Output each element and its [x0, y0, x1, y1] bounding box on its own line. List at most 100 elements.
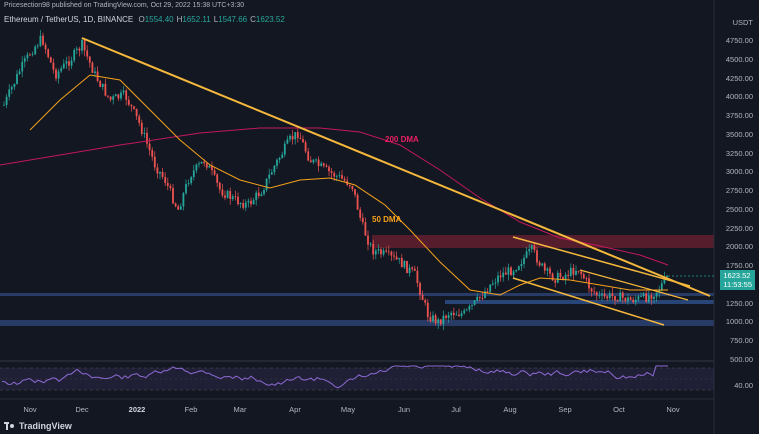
candle-body: [29, 54, 31, 56]
ohlc-key: C: [250, 15, 256, 24]
candle-body: [213, 170, 216, 175]
candle-body: [133, 106, 135, 109]
candle-body: [68, 61, 70, 66]
candle-body: [406, 260, 408, 274]
symbol-legend[interactable]: Ethereum / TetherUS, 1D, BINANCE O1554.4…: [4, 15, 285, 24]
candle-body: [367, 235, 369, 245]
candle-body: [551, 273, 554, 281]
candle-body: [411, 267, 414, 269]
candle-body: [104, 83, 107, 96]
candle-body: [49, 57, 52, 63]
descending-trendline: [81, 37, 711, 297]
candle-body: [81, 40, 83, 51]
support-zone-lower: [0, 320, 714, 326]
candle-body: [484, 291, 486, 298]
ohlc-value: 1623.52: [255, 15, 285, 24]
candle-body: [278, 158, 281, 160]
candle-body: [549, 268, 551, 274]
bar-countdown: 11:53:55: [723, 280, 752, 289]
candle-body: [525, 251, 528, 258]
candle-body: [416, 270, 419, 284]
candle-body: [606, 296, 609, 299]
ma50-label: 50 DMA: [372, 215, 402, 224]
candle-body: [224, 195, 226, 198]
candle-body: [437, 319, 440, 324]
candle-body: [582, 274, 585, 279]
candle-body: [211, 166, 213, 171]
candle-body: [660, 283, 663, 291]
price-tick: 4250.00: [725, 73, 753, 83]
candle-body: [562, 277, 564, 280]
candle-body: [364, 222, 367, 236]
candle-body: [361, 217, 364, 223]
candle-body: [624, 297, 627, 302]
candle-body: [101, 83, 104, 87]
candle-body: [460, 313, 463, 317]
candle-body: [21, 61, 24, 72]
price-tick: 4750.00: [725, 36, 753, 45]
ohlc-key: H: [176, 15, 183, 24]
candle-body: [192, 170, 195, 178]
candle-body: [322, 163, 325, 166]
candle-body: [203, 161, 206, 164]
candle-body: [143, 132, 146, 134]
flag-line: [579, 269, 689, 301]
candle-body: [47, 49, 50, 58]
candle-body: [114, 94, 117, 97]
time-tick: Aug: [503, 405, 517, 414]
candle-body: [541, 263, 544, 266]
time-tick: Feb: [184, 405, 198, 414]
candle-body: [647, 295, 650, 302]
candle-body: [229, 190, 232, 200]
candle-body: [299, 138, 302, 140]
candle-body: [398, 257, 401, 260]
support-zone-mid: [445, 300, 714, 304]
time-tick: May: [340, 405, 356, 414]
candle-body: [369, 243, 372, 245]
candle-body: [354, 189, 356, 195]
candle-body: [359, 209, 362, 218]
candle-body: [523, 257, 525, 265]
candle-body: [374, 250, 377, 255]
price-tick: 750.00: [730, 336, 753, 345]
ma200-line: [0, 127, 669, 266]
candle-body: [426, 302, 429, 317]
candle-body: [491, 283, 494, 285]
candle-body: [276, 159, 278, 166]
candle-body: [601, 293, 603, 296]
candle-body: [138, 116, 141, 123]
price-tick: 1750.00: [725, 261, 753, 270]
candle-body: [185, 183, 187, 194]
candle-body: [140, 122, 143, 134]
candle-body: [5, 96, 8, 105]
candle-body: [42, 35, 44, 45]
candle-body: [471, 304, 473, 306]
channel-lower-line: [512, 277, 665, 326]
candle-body: [156, 167, 159, 174]
price-tick: 1250.00: [725, 298, 753, 308]
ohlc-key: O: [138, 15, 145, 24]
time-tick: Jun: [397, 405, 411, 414]
candle-body: [439, 319, 442, 325]
time-tick: Dec: [75, 405, 89, 414]
candle-body: [39, 35, 42, 46]
candle-body: [208, 166, 211, 168]
candle-body: [16, 73, 18, 84]
candle-body: [198, 163, 200, 165]
candle-body: [595, 292, 598, 296]
price-tick: 3000.00: [725, 167, 753, 177]
candle-body: [263, 190, 265, 195]
candle-body: [564, 274, 567, 280]
time-tick: Nov: [666, 405, 680, 414]
time-tick: Apr: [289, 405, 301, 414]
candle-body: [413, 268, 416, 271]
candle-body: [239, 203, 242, 205]
ma200-label: 200 DMA: [385, 135, 419, 144]
candle-body: [468, 305, 471, 310]
candle-body: [57, 71, 60, 79]
candle-body: [424, 300, 427, 303]
tradingview-logo[interactable]: TradingView: [4, 421, 72, 431]
time-tick: Oct: [613, 405, 625, 414]
candle-body: [52, 62, 55, 70]
